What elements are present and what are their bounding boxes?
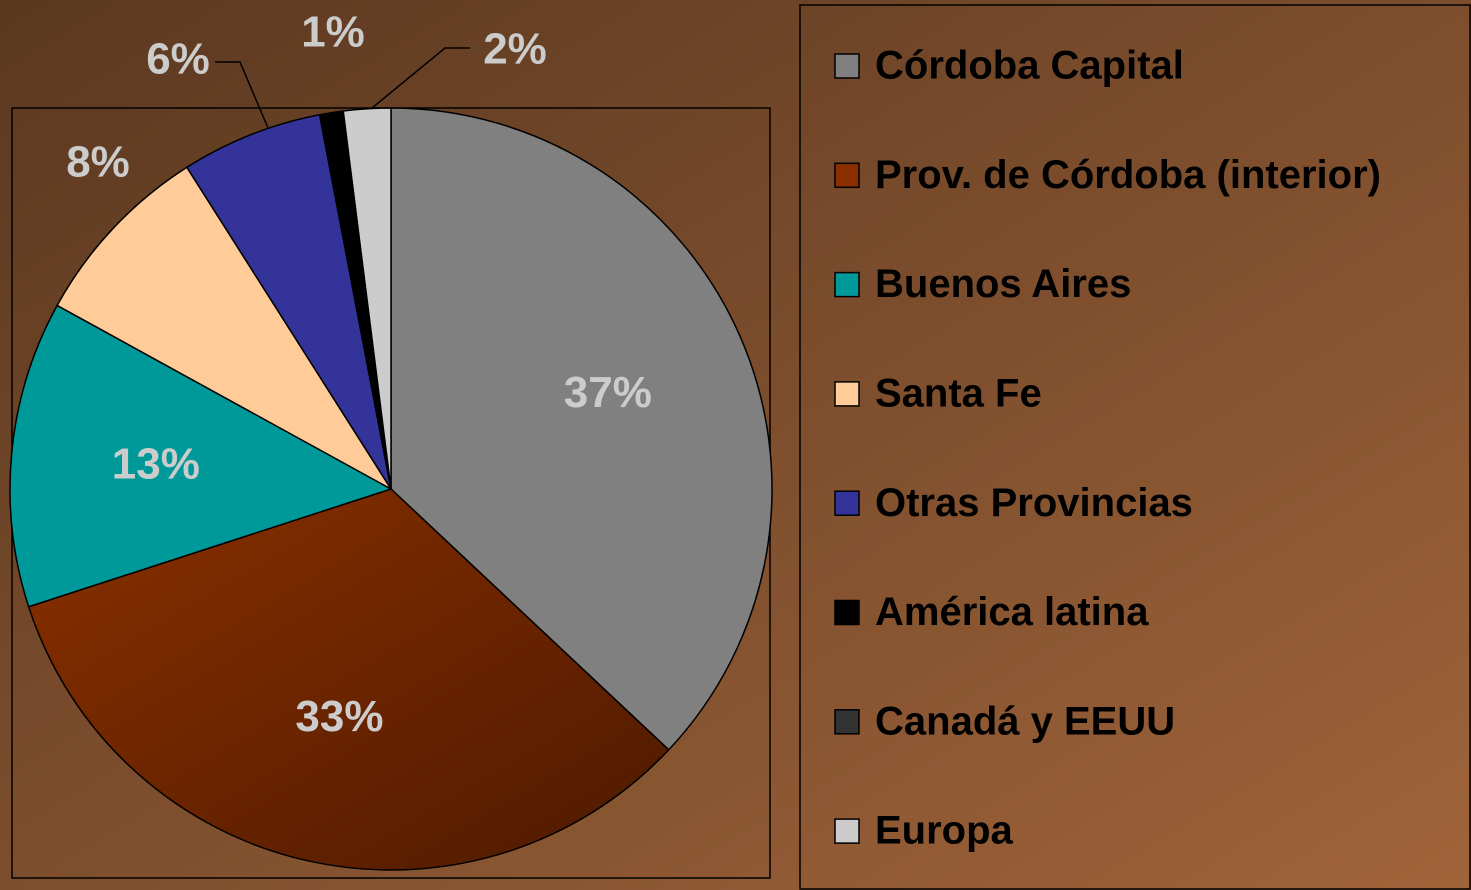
- data-label: 2%: [483, 25, 547, 74]
- legend-label: Córdoba Capital: [875, 44, 1184, 88]
- legend-swatch: [834, 53, 860, 79]
- legend-swatch: [834, 709, 860, 735]
- legend-swatch: [834, 599, 860, 626]
- legend-label: Europa: [875, 809, 1014, 853]
- slice-shade: [28, 489, 669, 871]
- data-labels: 37% 33% 13% 8% 6% 1% 2%: [66, 8, 652, 742]
- data-label: 6%: [146, 35, 210, 84]
- data-label: 33%: [295, 692, 383, 741]
- legend-swatch: [834, 271, 860, 298]
- legend-swatch: [834, 381, 860, 407]
- legend-label: América latina: [875, 590, 1149, 634]
- pie-slice: [9, 304, 393, 608]
- legend-frame: [799, 4, 1471, 890]
- legend-swatch: [834, 818, 860, 844]
- legend: Córdoba Capital Prov. de Córdoba (interio…: [834, 44, 1381, 853]
- legend-swatch: [834, 162, 860, 189]
- legend-label: Canadá y EEUU: [875, 699, 1175, 743]
- data-label: 37%: [564, 368, 652, 417]
- data-label: 13%: [112, 439, 200, 488]
- pie-slice: [342, 107, 392, 490]
- legend-label: Santa Fe: [875, 371, 1042, 415]
- pie-slice: [390, 107, 773, 751]
- legend-label: Otras Provincias: [875, 481, 1193, 525]
- leader-line: [215, 61, 269, 129]
- legend-swatch: [834, 490, 860, 516]
- legend-label: Prov. de Córdoba (interior): [875, 153, 1381, 197]
- leader-line: [371, 47, 470, 109]
- pie-slice: [185, 113, 392, 490]
- data-label: 8%: [66, 138, 130, 187]
- data-label: 1%: [301, 8, 365, 57]
- pie: [9, 107, 773, 871]
- legend-label: Buenos Aires: [875, 262, 1131, 306]
- pie-slice: [56, 166, 392, 490]
